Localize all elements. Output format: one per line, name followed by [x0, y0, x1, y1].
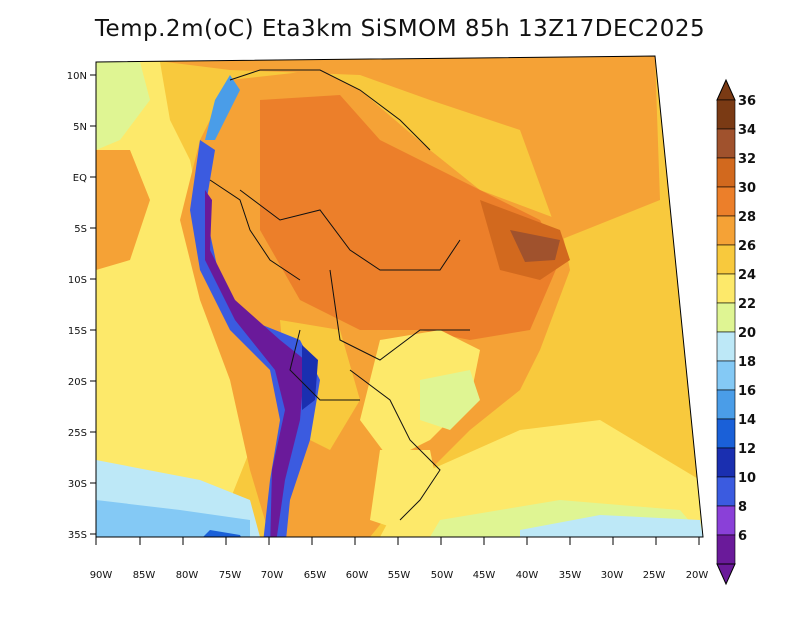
colorbar-swatch	[716, 505, 736, 536]
colorbar-label: 36	[738, 94, 756, 109]
lon-label: 75W	[219, 570, 242, 581]
colorbar-swatch	[716, 99, 736, 130]
colorbar-swatch	[716, 331, 736, 362]
lat-label: 10N	[67, 71, 87, 82]
colorbar-label: 26	[738, 239, 756, 254]
lon-label: 30W	[601, 570, 624, 581]
colorbar-swatch	[716, 128, 736, 159]
colorbar-swatch	[716, 273, 736, 304]
map-title: Temp.2m(oC) Eta3km SiSMOM 85h 13Z17DEC20…	[94, 16, 706, 42]
colorbar-label: 14	[738, 413, 756, 428]
colorbar-label: 10	[738, 471, 756, 486]
tick-marks	[90, 74, 700, 545]
lon-label: 40W	[516, 570, 539, 581]
latitude-labels: 10N 5N EQ 5S 10S 15S 20S 25S 30S 35S	[67, 71, 87, 541]
lon-label: 90W	[90, 570, 113, 581]
lon-label: 70W	[261, 570, 284, 581]
colorbar-label: 22	[738, 297, 756, 312]
colorbar-swatch	[716, 157, 736, 188]
lat-label: 5N	[73, 122, 87, 133]
lon-label: 85W	[133, 570, 156, 581]
lon-label: 25W	[643, 570, 666, 581]
lon-label: 50W	[431, 570, 454, 581]
colorbar-swatch	[716, 302, 736, 333]
colorbar: 36 34 32 30 28 26 24 22 20 18 16 14 12 10 8 6	[716, 78, 756, 586]
lon-label: 35W	[559, 570, 582, 581]
colorbar-swatch	[716, 534, 736, 565]
colorbar-label: 6	[738, 529, 747, 544]
colorbar-label: 8	[738, 500, 747, 515]
colorbar-swatch	[716, 389, 736, 420]
lon-label: 65W	[304, 570, 327, 581]
lat-label: 25S	[68, 428, 87, 439]
colorbar-swatch	[716, 418, 736, 449]
colorbar-swatch	[716, 215, 736, 246]
colorbar-swatch	[716, 476, 736, 507]
colorbar-swatch	[716, 447, 736, 478]
colorbar-arrow-top	[716, 78, 736, 101]
lon-label: 80W	[176, 570, 199, 581]
lon-label: 45W	[473, 570, 496, 581]
country-borders	[209, 69, 470, 521]
colorbar-arrow-bottom	[716, 563, 736, 586]
longitude-labels: 90W 85W 80W 75W 70W 65W 60W 55W 50W 45W …	[90, 570, 709, 581]
lat-label: EQ	[73, 173, 87, 184]
lon-label: 60W	[346, 570, 369, 581]
colorbar-label: 20	[738, 326, 756, 341]
colorbar-swatch	[716, 186, 736, 217]
colorbar-label: 30	[738, 181, 756, 196]
lat-label: 35S	[68, 530, 87, 541]
lat-label: 10S	[68, 275, 87, 286]
colorbar-label: 12	[738, 442, 756, 457]
lon-label: 20W	[686, 570, 709, 581]
colorbar-label: 18	[738, 355, 756, 370]
colorbar-label: 32	[738, 152, 756, 167]
colorbar-label: 28	[738, 210, 756, 225]
colorbar-label: 24	[738, 268, 756, 283]
lat-label: 5S	[74, 224, 87, 235]
lat-label: 15S	[68, 326, 87, 337]
lat-label: 20S	[68, 377, 87, 388]
lon-label: 55W	[388, 570, 411, 581]
colorbar-swatch	[716, 244, 736, 275]
map-frame	[95, 55, 704, 538]
lat-label: 30S	[68, 479, 87, 490]
colorbar-label: 34	[738, 123, 756, 138]
temperature-field	[96, 56, 703, 537]
colorbar-swatch	[716, 360, 736, 391]
colorbar-label: 16	[738, 384, 756, 399]
